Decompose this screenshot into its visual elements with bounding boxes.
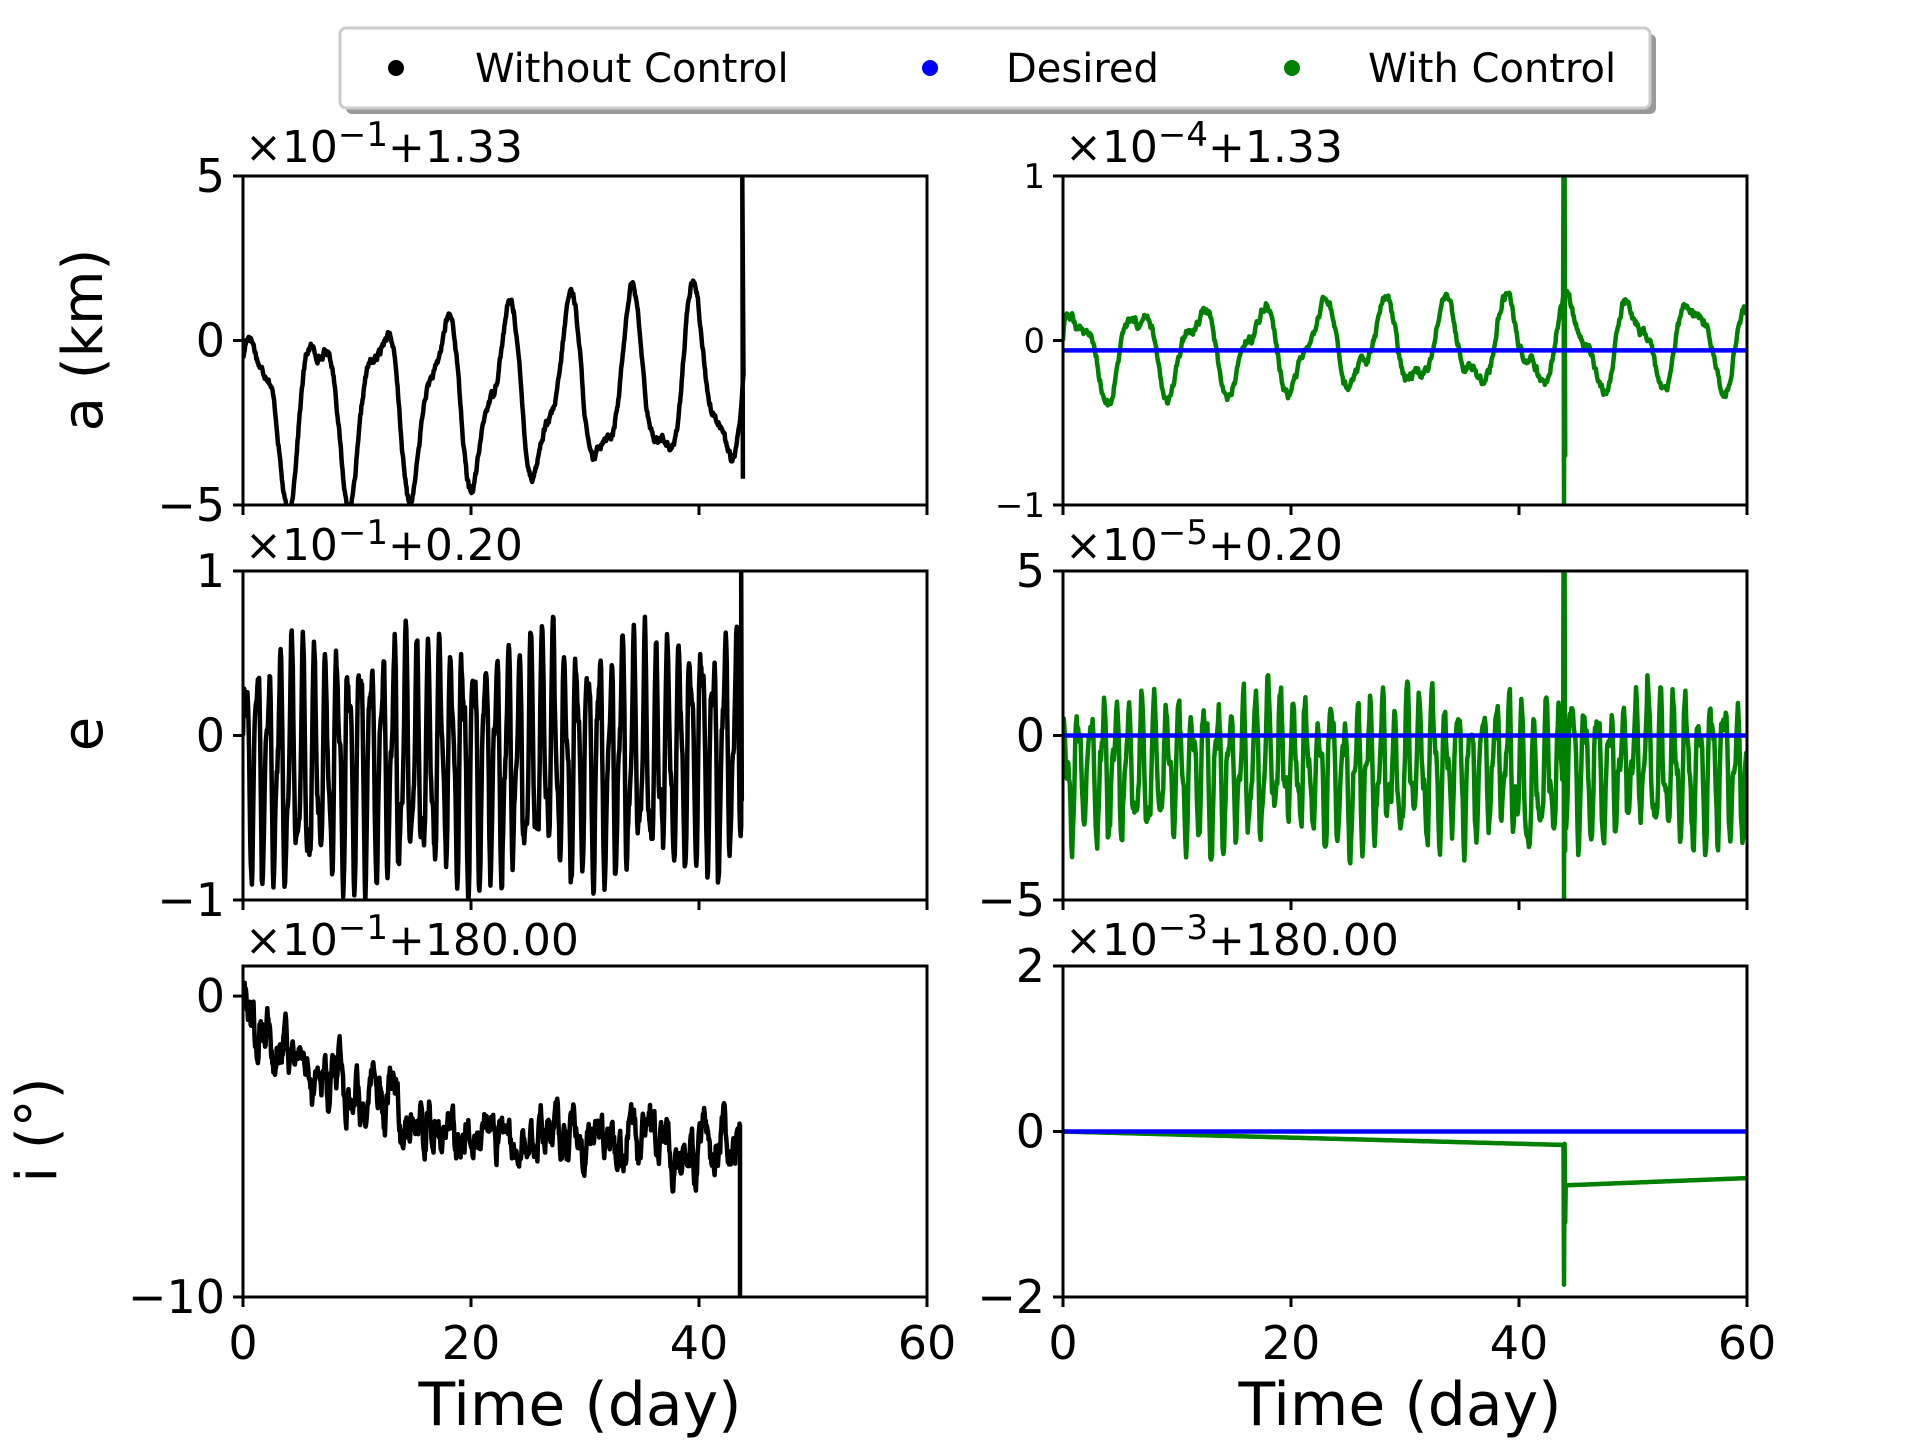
panel-a-left: 5 0 −5 bbox=[157, 149, 929, 532]
legend-label-with-control: With Control bbox=[1368, 46, 1616, 92]
legend-label-desired: Desired bbox=[1006, 46, 1159, 92]
axes-frame-a-left bbox=[241, 174, 929, 507]
xlabel-right: Time (day) bbox=[1237, 1370, 1561, 1440]
legend-marker-with-control bbox=[1284, 60, 1300, 76]
xtick-label-i-right-0: 0 bbox=[1048, 1316, 1077, 1370]
offset-label-a-right: ×10−4+1.33 bbox=[1065, 115, 1343, 173]
ytick-label-e-left-0: 1 bbox=[196, 544, 225, 598]
series-group-i-right bbox=[1063, 1129, 1747, 1287]
legend-label-without-control: Without Control bbox=[475, 46, 789, 92]
xtick-label-i-right-3: 60 bbox=[1718, 1316, 1777, 1370]
series-without-a-left bbox=[243, 176, 746, 505]
offset-label-a-left: ×10−1+1.33 bbox=[245, 115, 523, 173]
ytick-label-i-right-0: 2 bbox=[1016, 939, 1045, 993]
ytick-label-e-right-0: 5 bbox=[1016, 544, 1045, 598]
ytick-label-e-left-2: −1 bbox=[157, 873, 225, 927]
axes-frame-i-left bbox=[241, 964, 929, 1299]
offset-label-e-right: ×10−5+0.20 bbox=[1065, 513, 1343, 571]
series-group-i-left bbox=[243, 980, 743, 1297]
legend-box bbox=[338, 26, 1652, 110]
legend-marker-without-control bbox=[388, 60, 404, 76]
legend-entry-with-control: With Control bbox=[1284, 46, 1616, 92]
panel-a-right: 1 0 −1 bbox=[995, 157, 1749, 526]
ylabel-e: e bbox=[51, 717, 116, 751]
panel-e-left: 1 0 −1 bbox=[157, 544, 929, 927]
ytick-label-a-right-0: 1 bbox=[1023, 157, 1045, 197]
panel-i-right: 20−20 20 40 60 bbox=[977, 939, 1776, 1370]
series-with-i-right bbox=[1063, 1129, 1747, 1287]
xtick-label-i-left-0: 0 bbox=[228, 1316, 257, 1370]
ytick-label-a-right-2: −1 bbox=[995, 486, 1045, 526]
xtick-label-i-right-1: 20 bbox=[1262, 1316, 1321, 1370]
ytick-label-a-left-0: 5 bbox=[196, 149, 225, 203]
series-with-e-right bbox=[1063, 571, 1747, 900]
ytick-label-i-right-1: 0 bbox=[1016, 1105, 1045, 1159]
offset-label-e-left: ×10−1+0.20 bbox=[245, 513, 523, 571]
series-group-e-left bbox=[243, 571, 745, 900]
legend-entry-without-control: Without Control bbox=[388, 46, 789, 92]
ylabel-i: i (°) bbox=[5, 1077, 70, 1182]
offset-label-i-right: ×10−3+180.00 bbox=[1065, 908, 1399, 966]
offset-label-i-left: ×10−1+180.00 bbox=[245, 908, 579, 966]
panel-e-right: 5 0 −5 bbox=[977, 544, 1749, 927]
ytick-label-i-left-0: 0 bbox=[196, 969, 225, 1023]
xtick-label-i-left-1: 20 bbox=[442, 1316, 501, 1370]
xtick-label-i-left-3: 60 bbox=[898, 1316, 957, 1370]
series-without-i-left bbox=[243, 980, 743, 1297]
ytick-label-i-left-1: −10 bbox=[128, 1270, 225, 1324]
ytick-label-e-left-1: 0 bbox=[196, 709, 225, 763]
ytick-label-a-left-2: −5 bbox=[157, 478, 225, 532]
series-group-a-left bbox=[243, 176, 746, 505]
series-group-e-right bbox=[1063, 571, 1747, 900]
ylabel-a: a (km) bbox=[51, 249, 116, 432]
legend-marker-desired bbox=[922, 60, 938, 76]
series-group-a-right bbox=[1063, 176, 1747, 505]
xtick-label-i-left-2: 40 bbox=[670, 1316, 729, 1370]
ytick-label-a-right-1: 0 bbox=[1023, 322, 1045, 362]
panel-i-left: 0−100 20 40 60 bbox=[128, 964, 957, 1370]
legend: Without Control Desired With Control bbox=[338, 26, 1656, 114]
ytick-label-a-left-1: 0 bbox=[196, 314, 225, 368]
xtick-label-i-right-2: 40 bbox=[1490, 1316, 1549, 1370]
legend-entry-desired: Desired bbox=[922, 46, 1159, 92]
ytick-label-i-right-2: −2 bbox=[977, 1270, 1045, 1324]
series-with-a-right bbox=[1063, 176, 1747, 505]
ytick-label-e-right-1: 0 bbox=[1016, 709, 1045, 763]
series-without-e-left bbox=[243, 571, 745, 900]
ytick-label-e-right-2: −5 bbox=[977, 873, 1045, 927]
axes-frame-a-right bbox=[1061, 174, 1749, 507]
xlabel-left: Time (day) bbox=[417, 1370, 741, 1440]
